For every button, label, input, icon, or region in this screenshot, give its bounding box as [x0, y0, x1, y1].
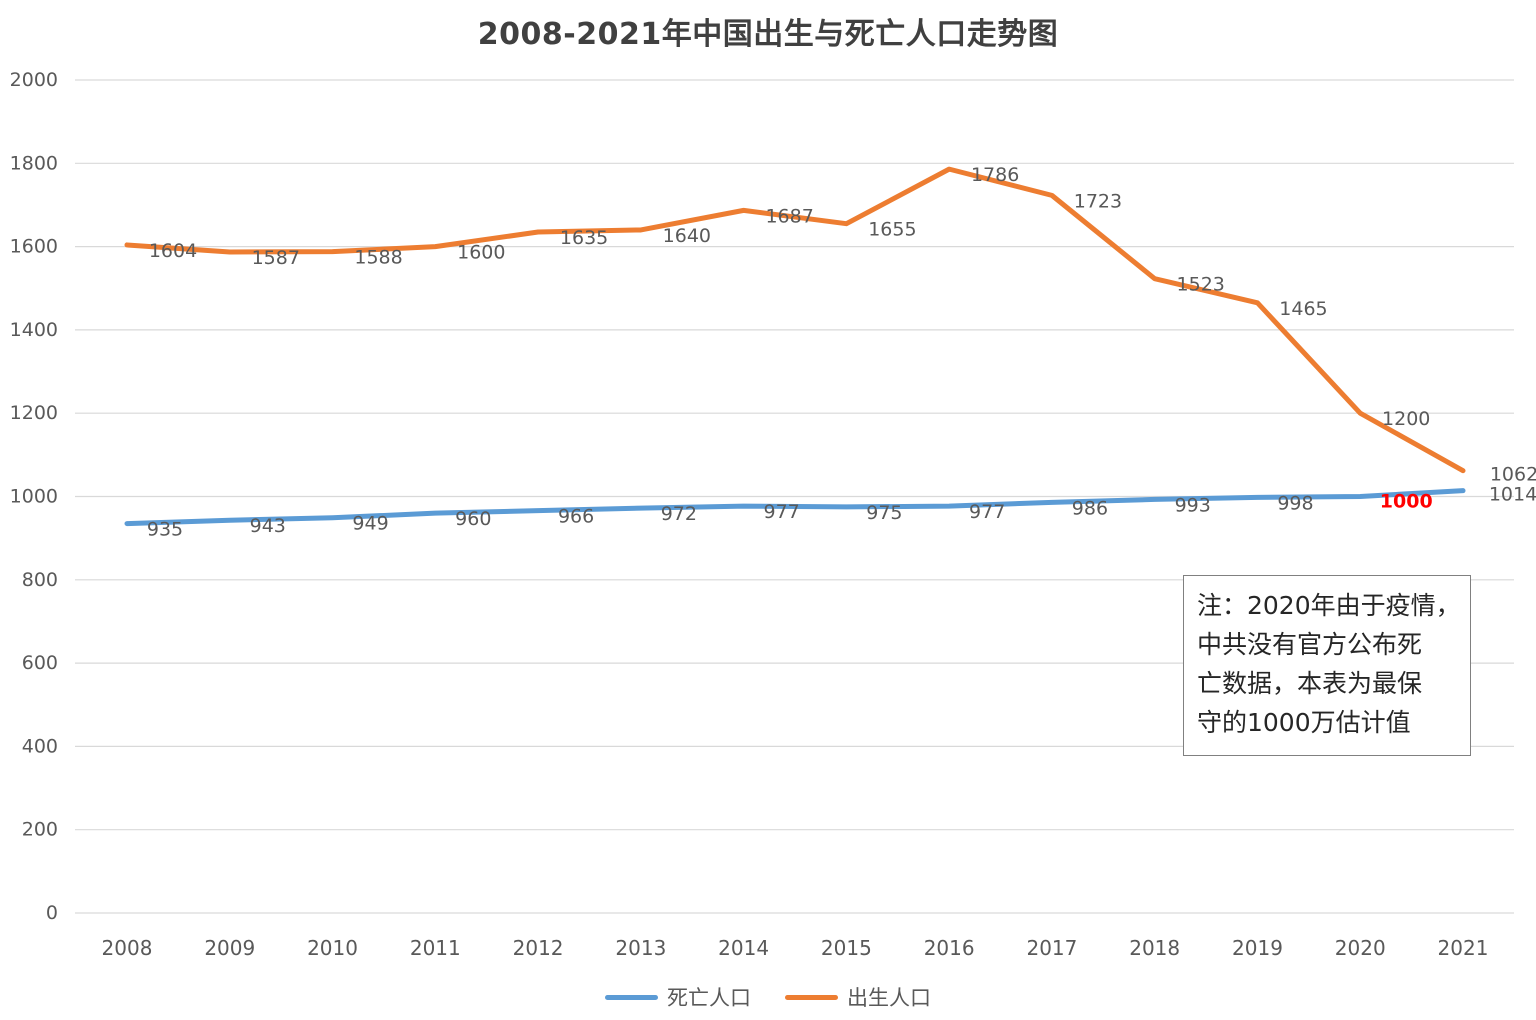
x-tick-label: 2015 [821, 936, 872, 960]
legend-item-births: 出生人口 [785, 982, 931, 1012]
data-label-births-2016: 1786 [971, 164, 1019, 186]
y-tick-label: 400 [22, 735, 58, 757]
data-label-births-2015: 1655 [868, 219, 916, 241]
data-label-births-2020: 1200 [1382, 408, 1430, 430]
x-tick-label: 2009 [204, 936, 255, 960]
x-tick-label: 2013 [615, 936, 666, 960]
x-tick-label: 2018 [1129, 936, 1180, 960]
data-label-deaths-2018: 993 [1175, 494, 1211, 516]
chart-title: 2008-2021年中国出生与死亡人口走势图 [477, 17, 1059, 52]
data-label-deaths-2012: 966 [558, 506, 594, 528]
data-label-deaths-2017: 986 [1072, 497, 1108, 519]
x-tick-label: 2020 [1335, 936, 1386, 960]
data-label-births-2008: 1604 [149, 240, 197, 262]
y-tick-label: 1800 [10, 152, 58, 174]
legend-label-births: 出生人口 [847, 986, 931, 1010]
legend-item-deaths: 死亡人口 [605, 982, 751, 1012]
data-label-births-2021: 1062 [1490, 464, 1536, 486]
note-box: 注：2020年由于疫情， 中共没有官方公布死 亡数据，本表为最保 守的1000万… [1183, 575, 1471, 756]
x-tick-label: 2011 [410, 936, 461, 960]
data-label-deaths-2013: 972 [661, 503, 697, 525]
x-tick-label: 2014 [718, 936, 769, 960]
y-tick-label: 2000 [10, 69, 58, 91]
x-tick-label: 2019 [1232, 936, 1283, 960]
y-tick-label: 1600 [10, 236, 58, 258]
data-label-deaths-2021: 1014 [1489, 484, 1536, 506]
y-tick-label: 600 [22, 652, 58, 674]
data-label-births-2012: 1635 [560, 227, 608, 249]
data-label-deaths-2016: 977 [969, 501, 1005, 523]
y-tick-label: 1000 [10, 486, 58, 508]
data-label-births-2010: 1588 [354, 247, 402, 269]
y-tick-label: 1200 [10, 402, 58, 424]
data-label-births-2013: 1640 [663, 225, 711, 247]
data-label-deaths-2014: 977 [763, 501, 799, 523]
y-tick-label: 0 [46, 902, 58, 924]
data-label-deaths-2015: 975 [866, 502, 902, 524]
data-label-births-2009: 1587 [252, 247, 300, 269]
data-label-births-2017: 1723 [1074, 190, 1122, 212]
legend: 死亡人口 出生人口 [0, 982, 1536, 1012]
y-tick-label: 800 [22, 569, 58, 591]
x-tick-label: 2012 [513, 936, 564, 960]
y-tick-label: 1400 [10, 319, 58, 341]
y-tick-label: 200 [22, 819, 58, 841]
x-tick-label: 2021 [1438, 936, 1489, 960]
data-label-deaths-2011: 960 [455, 508, 491, 530]
legend-swatch-deaths [605, 994, 658, 1000]
x-tick-label: 2010 [307, 936, 358, 960]
data-label-births-2019: 1465 [1279, 298, 1327, 320]
x-tick-label: 2008 [102, 936, 153, 960]
series-line-deaths [124, 488, 1466, 527]
series-line-births [124, 166, 1466, 474]
x-tick-label: 2017 [1026, 936, 1077, 960]
x-tick-label: 2016 [924, 936, 975, 960]
legend-label-deaths: 死亡人口 [667, 986, 751, 1010]
data-label-deaths-2019: 998 [1277, 492, 1313, 514]
legend-swatch-births [785, 994, 838, 1000]
data-label-deaths-2020: 1000 [1380, 491, 1433, 513]
data-label-deaths-2010: 949 [352, 513, 388, 535]
data-label-deaths-2008: 935 [147, 519, 183, 541]
data-label-births-2011: 1600 [457, 242, 505, 264]
data-label-deaths-2009: 943 [250, 515, 286, 537]
data-label-births-2018: 1523 [1177, 274, 1225, 296]
data-label-births-2014: 1687 [765, 205, 813, 227]
